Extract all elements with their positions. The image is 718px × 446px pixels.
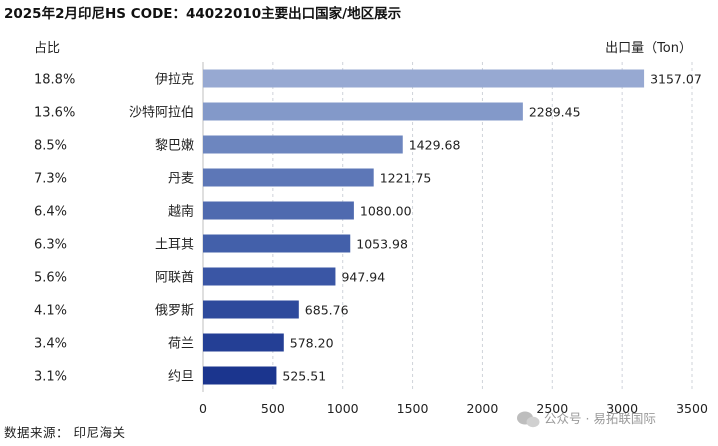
bar bbox=[203, 366, 277, 385]
x-tick-label: 0 bbox=[199, 401, 207, 416]
category-label: 黎巴嫩 bbox=[155, 139, 194, 154]
share-label: 8.5% bbox=[34, 139, 67, 154]
x-axis-ticks: 0 500 1000 1500 2000 2500 3000 3500 bbox=[199, 401, 708, 416]
category-label: 约旦 bbox=[168, 370, 194, 385]
share-label: 3.4% bbox=[34, 337, 67, 352]
x-tick-label: 3500 bbox=[676, 401, 708, 416]
category-label: 伊拉克 bbox=[155, 73, 194, 88]
share-label: 4.1% bbox=[34, 304, 67, 319]
category-label: 阿联酋 bbox=[155, 270, 194, 286]
data-label: 525.51 bbox=[282, 369, 326, 384]
category-label: 土耳其 bbox=[155, 238, 194, 253]
bar bbox=[203, 234, 351, 253]
data-label: 3157.07 bbox=[650, 72, 702, 87]
data-label: 578.20 bbox=[290, 336, 334, 351]
chart-title: 2025年2月印尼HS CODE：44022010主要出口国家/地区展示 bbox=[4, 5, 401, 22]
watermark-text: 公众号 · 易拓联国际 bbox=[544, 411, 656, 426]
data-label: 1053.98 bbox=[356, 237, 408, 252]
bar bbox=[203, 300, 299, 319]
category-label: 越南 bbox=[168, 204, 194, 220]
category-label: 沙特阿拉伯 bbox=[129, 106, 194, 121]
x-tick-label: 2500 bbox=[536, 401, 568, 416]
data-label: 1080.00 bbox=[360, 204, 412, 219]
x-tick-label: 2000 bbox=[467, 401, 499, 416]
share-label: 18.8% bbox=[34, 73, 75, 88]
bar bbox=[203, 267, 336, 286]
data-label: 1429.68 bbox=[409, 138, 461, 153]
category-label: 俄罗斯 bbox=[155, 304, 194, 319]
source-note: 数据来源： 印尼海关 bbox=[4, 425, 125, 440]
category-label: 荷兰 bbox=[168, 337, 194, 352]
share-label: 3.1% bbox=[34, 370, 67, 385]
share-header: 占比 bbox=[34, 41, 60, 56]
share-label: 6.3% bbox=[34, 238, 67, 253]
data-label: 1221.75 bbox=[380, 171, 432, 186]
value-header: 出口量（Ton） bbox=[605, 41, 692, 56]
x-tick-label: 1500 bbox=[397, 401, 429, 416]
category-label: 丹麦 bbox=[168, 172, 194, 187]
bar bbox=[203, 102, 523, 121]
bar bbox=[203, 168, 374, 187]
share-label: 5.6% bbox=[34, 271, 67, 286]
share-label: 13.6% bbox=[34, 106, 75, 121]
share-label: 6.4% bbox=[34, 205, 67, 220]
bar bbox=[203, 201, 354, 220]
bar bbox=[203, 69, 645, 88]
data-label: 685.76 bbox=[305, 303, 349, 318]
share-label: 7.3% bbox=[34, 172, 67, 187]
watermark: 公众号 · 易拓联国际 bbox=[517, 411, 656, 428]
data-label: 2289.45 bbox=[529, 105, 581, 120]
wechat-icon bbox=[517, 411, 540, 428]
bar bbox=[203, 333, 284, 352]
x-tick-label: 1000 bbox=[327, 401, 359, 416]
bar bbox=[203, 135, 403, 154]
bars: 18.8% 伊拉克 3157.07 13.6% 沙特阿拉伯 2289.45 8.5% 黎巴嫩 1… bbox=[34, 69, 702, 385]
data-label: 947.94 bbox=[341, 270, 385, 285]
x-tick-label: 500 bbox=[261, 401, 285, 416]
x-tick-label: 3000 bbox=[606, 401, 638, 416]
